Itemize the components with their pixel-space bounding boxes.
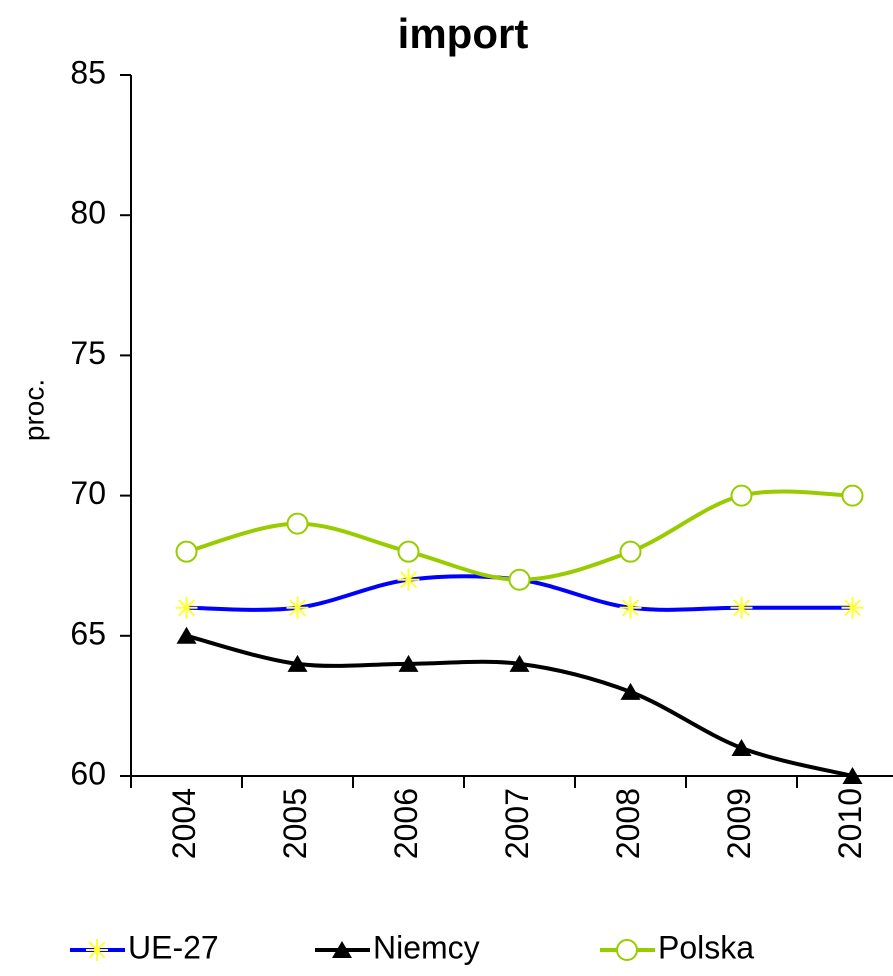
marker (175, 596, 198, 619)
chart-title: import (398, 10, 529, 57)
x-tick-label: 2004 (166, 788, 202, 859)
marker-shape (616, 939, 638, 961)
y-tick-label: 80 (70, 195, 106, 231)
x-tick-label: 2009 (721, 788, 757, 859)
y-axis-label: proc. (18, 379, 49, 441)
marker (619, 596, 642, 619)
y-tick-label: 75 (70, 335, 106, 371)
marker-stroke (177, 599, 196, 617)
marker-shape (619, 540, 642, 563)
marker-stroke (843, 599, 862, 617)
marker (730, 484, 753, 507)
marker-shape (731, 738, 752, 756)
marker-shape (730, 484, 753, 507)
marker-stroke (399, 571, 418, 589)
marker (398, 654, 419, 672)
y-tick-label: 70 (70, 475, 106, 511)
legend-label: UE-27 (128, 929, 219, 965)
marker (397, 540, 420, 563)
legend-label: Polska (658, 929, 754, 965)
marker-stroke (621, 599, 640, 617)
marker (176, 626, 197, 644)
marker (730, 596, 753, 619)
marker (86, 939, 108, 961)
marker (620, 682, 641, 700)
marker-shape (397, 540, 420, 563)
marker (841, 484, 864, 507)
marker-shape (842, 767, 863, 784)
y-tick-label: 60 (70, 755, 106, 791)
marker-shape (398, 654, 419, 672)
x-tick-label: 2010 (832, 788, 868, 859)
marker-shape (286, 512, 309, 535)
marker (616, 939, 638, 961)
marker-stroke (88, 941, 106, 959)
marker (175, 540, 198, 563)
marker (619, 540, 642, 563)
marker (731, 738, 752, 756)
x-tick-label: 2005 (277, 788, 313, 859)
marker-shape (175, 540, 198, 563)
marker-shape (620, 682, 641, 700)
marker-shape (508, 568, 531, 591)
y-tick-label: 65 (70, 615, 106, 651)
marker (332, 941, 352, 958)
marker-shape (287, 654, 308, 672)
marker (841, 596, 864, 619)
marker (286, 596, 309, 619)
marker-shape (509, 654, 530, 672)
x-tick-label: 2006 (388, 788, 424, 859)
marker-shape (332, 941, 352, 958)
legend-item: UE-27 (70, 929, 219, 965)
marker (509, 654, 530, 672)
legend-label: Niemcy (373, 929, 480, 965)
marker (842, 767, 863, 784)
marker-stroke (288, 599, 307, 617)
legend-item: Polska (600, 929, 754, 965)
marker-shape (176, 626, 197, 644)
marker (397, 568, 420, 591)
legend-item: Niemcy (315, 929, 480, 965)
marker-stroke (732, 599, 751, 617)
marker (508, 568, 531, 591)
marker (286, 512, 309, 535)
marker-shape (841, 484, 864, 507)
series-line (186, 489, 853, 582)
x-tick-label: 2008 (610, 788, 646, 859)
x-tick-label: 2007 (499, 788, 535, 859)
marker (287, 654, 308, 672)
y-tick-label: 85 (70, 54, 106, 90)
